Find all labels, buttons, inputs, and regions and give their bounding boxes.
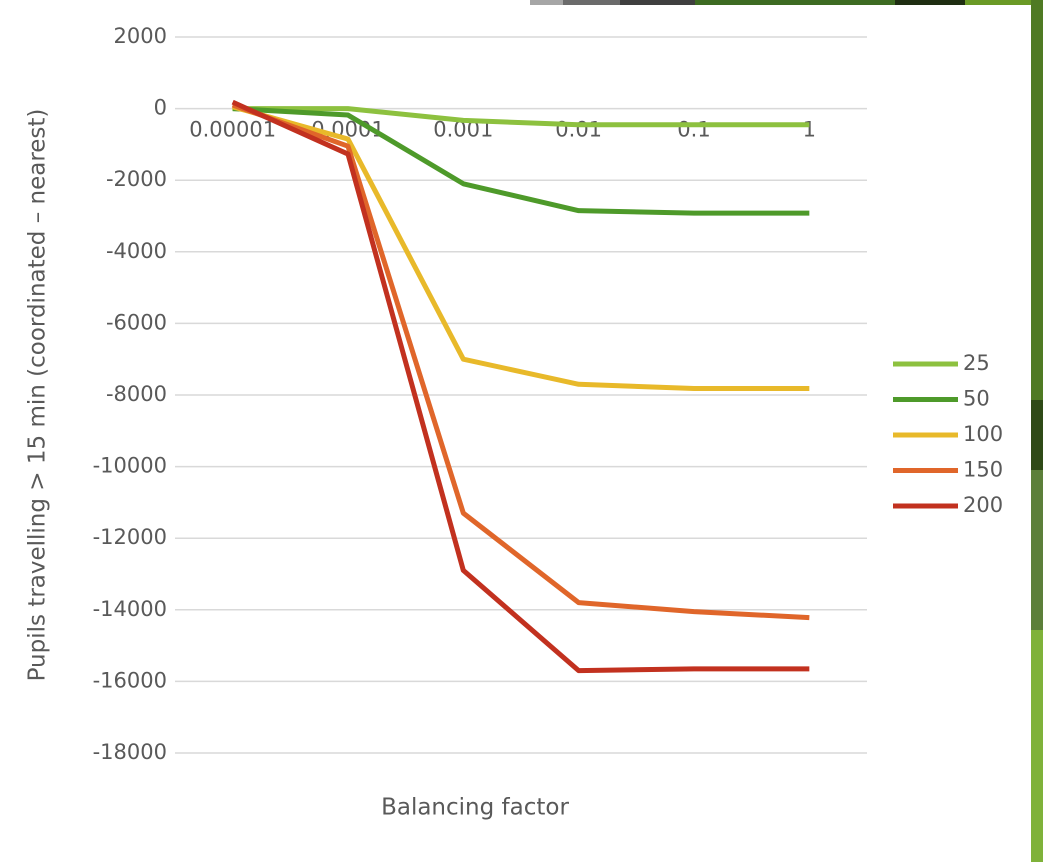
y-tick-label: -4000 (106, 239, 167, 263)
x-axis-title: Balancing factor (381, 795, 569, 821)
data-line (232, 106, 810, 216)
decoration (530, 0, 1043, 862)
y-tick-label: 0 (154, 96, 167, 120)
y-tick-label: -6000 (106, 310, 167, 334)
y-tick-label: -12000 (93, 525, 167, 549)
x-tick-label: 0.00001 (189, 118, 276, 142)
y-tick-label: -2000 (106, 167, 167, 191)
y-tick-label: -18000 (93, 740, 167, 764)
legend-label: 200 (963, 493, 1003, 517)
y-tick-label: -16000 (93, 668, 167, 692)
y-tick-label: -8000 (106, 382, 167, 406)
data-line (231, 102, 810, 621)
data-line (231, 104, 810, 392)
x-tick-label: 0.1 (677, 118, 710, 142)
legend-label: 50 (963, 387, 990, 411)
data-line (231, 99, 810, 674)
legend-label: 100 (963, 422, 1003, 446)
y-tick-label: -14000 (93, 597, 167, 621)
y-tick-label: -10000 (93, 454, 167, 478)
x-tick-label: 0.01 (555, 118, 602, 142)
x-tick-label: 1 (803, 118, 816, 142)
data-line (232, 106, 810, 128)
legend-label: 25 (963, 351, 990, 375)
y-axis-title: Pupils travelling > 15 min (coordinated … (25, 109, 51, 682)
legend-label: 150 (963, 458, 1003, 482)
y-tick-label: 2000 (114, 24, 167, 48)
